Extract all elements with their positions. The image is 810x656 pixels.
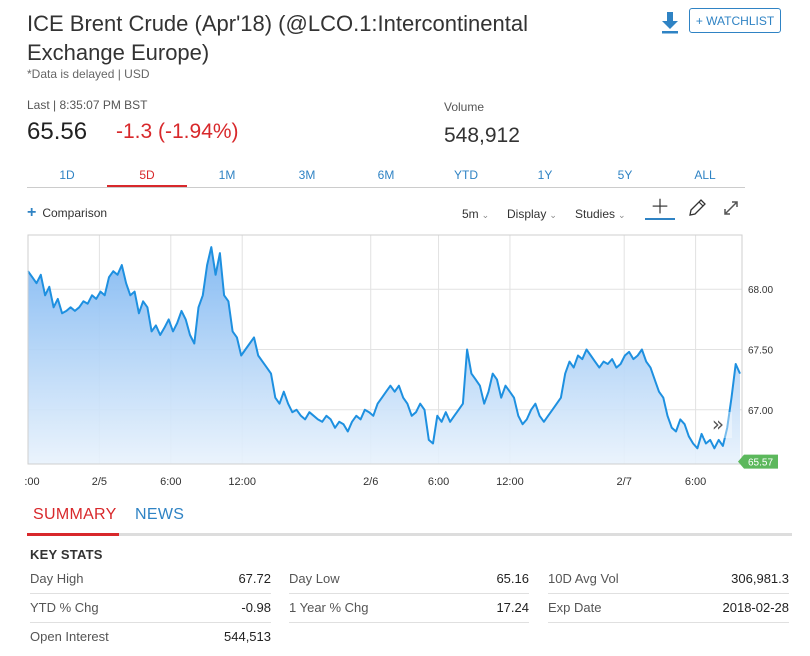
stat-value: 2018-02-28	[722, 600, 790, 615]
stat-day-low: Day Low 65.16	[289, 566, 529, 594]
y-tick-label: 68.00	[748, 285, 773, 296]
last-trade-label: Last | 8:35:07 PM BST	[27, 98, 148, 112]
x-tick-label: 6:00	[685, 476, 706, 488]
tab-6m[interactable]: 6M	[377, 168, 395, 182]
plot-frame	[27, 234, 743, 465]
fullscreen-icon[interactable]	[716, 196, 746, 220]
display-select[interactable]: Display ⌄	[507, 207, 557, 221]
tab-1m[interactable]: 1M	[218, 168, 236, 182]
comparison-button[interactable]: + Comparison	[27, 204, 108, 221]
volume-value: 548,912	[444, 124, 520, 147]
tab-ytd[interactable]: YTD	[454, 168, 478, 182]
tab-1y[interactable]: 1Y	[537, 168, 553, 182]
x-tick-label: :00	[24, 476, 39, 488]
key-stats-title: KEY STATS	[30, 547, 103, 562]
display-label: Display	[507, 207, 547, 221]
studies-select[interactable]: Studies ⌄	[575, 207, 626, 221]
last-price-badge-label: 65.57	[748, 458, 773, 469]
chevron-down-icon: ⌄	[481, 210, 490, 220]
x-tick-label: 12:00	[228, 476, 256, 488]
y-tick-label: 67.00	[748, 406, 773, 417]
studies-label: Studies	[575, 207, 616, 221]
stat-value: -0.98	[241, 600, 271, 615]
stat-day-high: Day High 67.72	[30, 566, 271, 594]
volume-label: Volume	[444, 100, 485, 114]
x-tick-label: 12:00	[496, 476, 524, 488]
last-price: 65.56	[27, 118, 88, 145]
stat-label: 10D Avg Vol	[548, 571, 619, 586]
tab-3m[interactable]: 3M	[298, 168, 316, 182]
price-area	[28, 247, 740, 464]
stat-label: Open Interest	[30, 629, 109, 644]
stat-ytd-chg: YTD % Chg -0.98	[30, 595, 271, 623]
comparison-label: Comparison	[42, 206, 108, 220]
tab-news[interactable]: NEWS	[135, 506, 185, 523]
x-tick-label: 6:00	[160, 476, 181, 488]
y-tick-label: 67.50	[748, 346, 773, 357]
x-tick-label: 6:00	[428, 476, 449, 488]
crosshair-icon[interactable]	[645, 196, 675, 220]
page-title: ICE Brent Crude (Apr'18) (@LCO.1:Interco…	[27, 11, 528, 65]
x-tick-label: 2/7	[617, 476, 632, 488]
scroll-forward-button[interactable]: »	[704, 412, 732, 438]
active-tab-indicator	[27, 533, 119, 536]
stat-label: Day Low	[289, 571, 340, 586]
plus-icon: +	[27, 204, 37, 221]
price-chart[interactable]: 68.00 67.50 67.00 :00 2/5 6:00 12:00 2/6 6:00 12…	[0, 230, 810, 500]
x-tick-label: 2/5	[92, 476, 107, 488]
download-icon[interactable]	[660, 10, 680, 34]
section-tabs: SUMMARY NEWS	[27, 505, 792, 536]
watchlist-button[interactable]: + WATCHLIST	[689, 8, 781, 33]
pencil-icon[interactable]	[682, 196, 712, 220]
price-line	[27, 246, 741, 450]
stat-1yr-chg: 1 Year % Chg 17.24	[289, 595, 529, 623]
stat-label: Exp Date	[548, 600, 602, 615]
delayed-note: *Data is delayed | USD	[27, 67, 150, 81]
interval-select[interactable]: 5m ⌄	[462, 207, 489, 221]
chevron-down-icon: ⌄	[618, 210, 626, 220]
stat-value: 306,981.3	[731, 571, 789, 586]
stat-open-interest: Open Interest 544,513	[30, 624, 271, 652]
stat-exp-date: Exp Date 2018-02-28	[548, 595, 789, 623]
tab-5y[interactable]: 5Y	[617, 168, 633, 182]
price-change: -1.3 (-1.94%)	[116, 120, 239, 143]
stat-value: 544,513	[224, 629, 271, 644]
tab-5d[interactable]: 5D	[107, 167, 187, 187]
stat-label: 1 Year % Chg	[289, 600, 369, 615]
last-price-badge: 65.57	[738, 454, 778, 469]
stat-label: YTD % Chg	[30, 600, 99, 615]
range-tabs: 1D 5D 1M 3M 6M YTD 1Y 5Y ALL	[27, 167, 745, 188]
interval-label: 5m	[462, 207, 479, 221]
stat-label: Day High	[30, 571, 84, 586]
stat-value: 17.24	[496, 600, 529, 615]
x-tick-label: 2/6	[363, 476, 378, 488]
chevron-down-icon: ⌄	[549, 210, 557, 220]
double-chevron-right-icon: »	[712, 412, 724, 436]
stat-10d-avg-vol: 10D Avg Vol 306,981.3	[548, 566, 789, 594]
tab-all[interactable]: ALL	[694, 168, 716, 182]
stat-value: 67.72	[238, 571, 271, 586]
tab-1d[interactable]: 1D	[59, 168, 75, 182]
tab-summary[interactable]: SUMMARY	[33, 506, 117, 523]
stat-value: 65.16	[496, 571, 529, 586]
